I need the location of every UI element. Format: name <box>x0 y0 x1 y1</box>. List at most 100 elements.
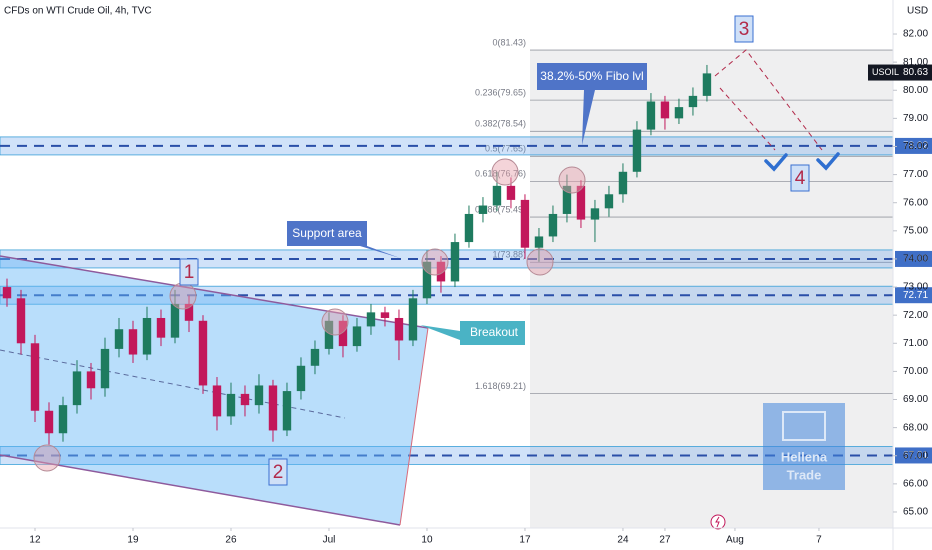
wave-box <box>734 15 754 43</box>
y-tick-label: 75.00 <box>903 225 928 236</box>
candle-body <box>366 312 376 327</box>
candle-body <box>310 348 320 366</box>
candle-body <box>254 385 264 406</box>
channel-edge <box>399 327 429 526</box>
wave-box <box>268 458 288 486</box>
candle-body <box>590 208 600 220</box>
candle-body <box>142 317 152 355</box>
candle-body <box>506 185 516 200</box>
support-text: Support area <box>292 226 362 240</box>
level-tag <box>895 287 932 304</box>
x-tick-label: 24 <box>617 535 629 546</box>
candle-body <box>436 261 446 282</box>
support-callout <box>287 221 400 258</box>
y-tick-label: 82.00 <box>903 29 928 40</box>
level-tag <box>895 447 932 464</box>
wave-label: 2 <box>273 462 284 483</box>
x-tick-label: 17 <box>519 535 531 546</box>
fib-label: 0.5(77.65) <box>485 144 526 154</box>
candle-body <box>30 343 40 411</box>
x-tick-label: Aug <box>726 535 744 546</box>
candle-body <box>170 303 180 338</box>
watermark-text: Trade <box>787 467 822 482</box>
y-tick-label: 81.00 <box>903 57 928 68</box>
level-label: 74.00 <box>903 254 928 265</box>
y-tick-label: 73.00 <box>903 282 928 293</box>
last-price-symbol: USOIL <box>872 67 899 77</box>
channel-top <box>0 255 429 329</box>
candle-body <box>394 317 404 341</box>
candle-body <box>296 365 306 392</box>
candle-body <box>184 303 194 321</box>
checkmarks <box>764 152 840 172</box>
wave-box <box>179 258 199 286</box>
candle-body <box>282 391 292 431</box>
fib-label: 1.618(69.21) <box>475 381 526 391</box>
wave-label: 4 <box>795 168 806 189</box>
level-label: 67.01 <box>903 450 928 461</box>
x-tick-label: 19 <box>127 535 139 546</box>
candle-body <box>562 185 572 214</box>
candle-body <box>268 385 278 431</box>
candle-body <box>352 326 362 347</box>
event-bolt <box>715 516 720 528</box>
breakout-text: Breakout <box>470 325 519 339</box>
candle-body <box>688 95 698 108</box>
candle-body <box>478 205 488 214</box>
watermark-text: Hellena <box>781 449 828 464</box>
candle-body <box>674 107 684 119</box>
wave-label: 1 <box>184 262 195 283</box>
x-tick-label: Jul <box>323 535 336 546</box>
candle-body <box>646 101 656 130</box>
candle-body <box>100 348 110 389</box>
projection-a <box>714 49 823 151</box>
fib-label: 0.382(78.54) <box>475 119 526 129</box>
candle-body <box>660 101 670 119</box>
level-label: 72.71 <box>903 290 928 301</box>
watermark-box <box>763 403 845 490</box>
chart-title: CFDs on WTI Crude Oil, 4h, TVC <box>4 6 152 17</box>
candle-body <box>86 371 96 389</box>
x-tick-label: 7 <box>816 535 822 546</box>
candle-body <box>324 320 334 349</box>
candle-body <box>114 329 124 349</box>
y-tick-label: 66.00 <box>903 479 928 490</box>
x-tick-label: 26 <box>225 535 237 546</box>
candle-body <box>548 213 558 237</box>
candle-body <box>198 320 208 386</box>
x-tick-label: 10 <box>421 535 433 546</box>
candle-body <box>520 199 530 248</box>
breakout-callout <box>420 321 525 345</box>
projection-b <box>719 87 776 151</box>
y-tick-label: 71.00 <box>903 338 928 349</box>
candle-body <box>2 287 12 299</box>
candle-body <box>240 393 250 406</box>
wave-label: 3 <box>739 19 750 40</box>
last-price-value: 80.63 <box>903 67 928 78</box>
fibo-callout <box>537 63 647 145</box>
y-tick-label: 78.00 <box>903 141 928 152</box>
x-tick-label: 27 <box>659 535 671 546</box>
candle-body <box>338 320 348 347</box>
candle-body <box>128 329 138 355</box>
fib-label: 1(73.88) <box>492 250 526 260</box>
touch-points <box>33 158 586 472</box>
y-tick-label: 76.00 <box>903 197 928 208</box>
fib-label: 0.236(79.65) <box>475 87 526 97</box>
fib-label: 0.786(75.49) <box>475 204 526 214</box>
candle-body <box>422 261 432 299</box>
y-tick-label: 74.00 <box>903 254 928 265</box>
currency: USD <box>907 6 928 17</box>
candle-body <box>226 393 236 417</box>
candle-body <box>212 385 222 417</box>
candle-body <box>16 298 26 344</box>
candle-body <box>450 242 460 282</box>
candle-body <box>534 236 544 248</box>
channel-bottom <box>0 454 401 526</box>
fib-label: 0.618(76.76) <box>475 169 526 179</box>
candle-body <box>576 185 586 220</box>
candle-body <box>618 171 628 195</box>
wave-box <box>790 164 810 192</box>
channel-mid <box>0 349 346 419</box>
